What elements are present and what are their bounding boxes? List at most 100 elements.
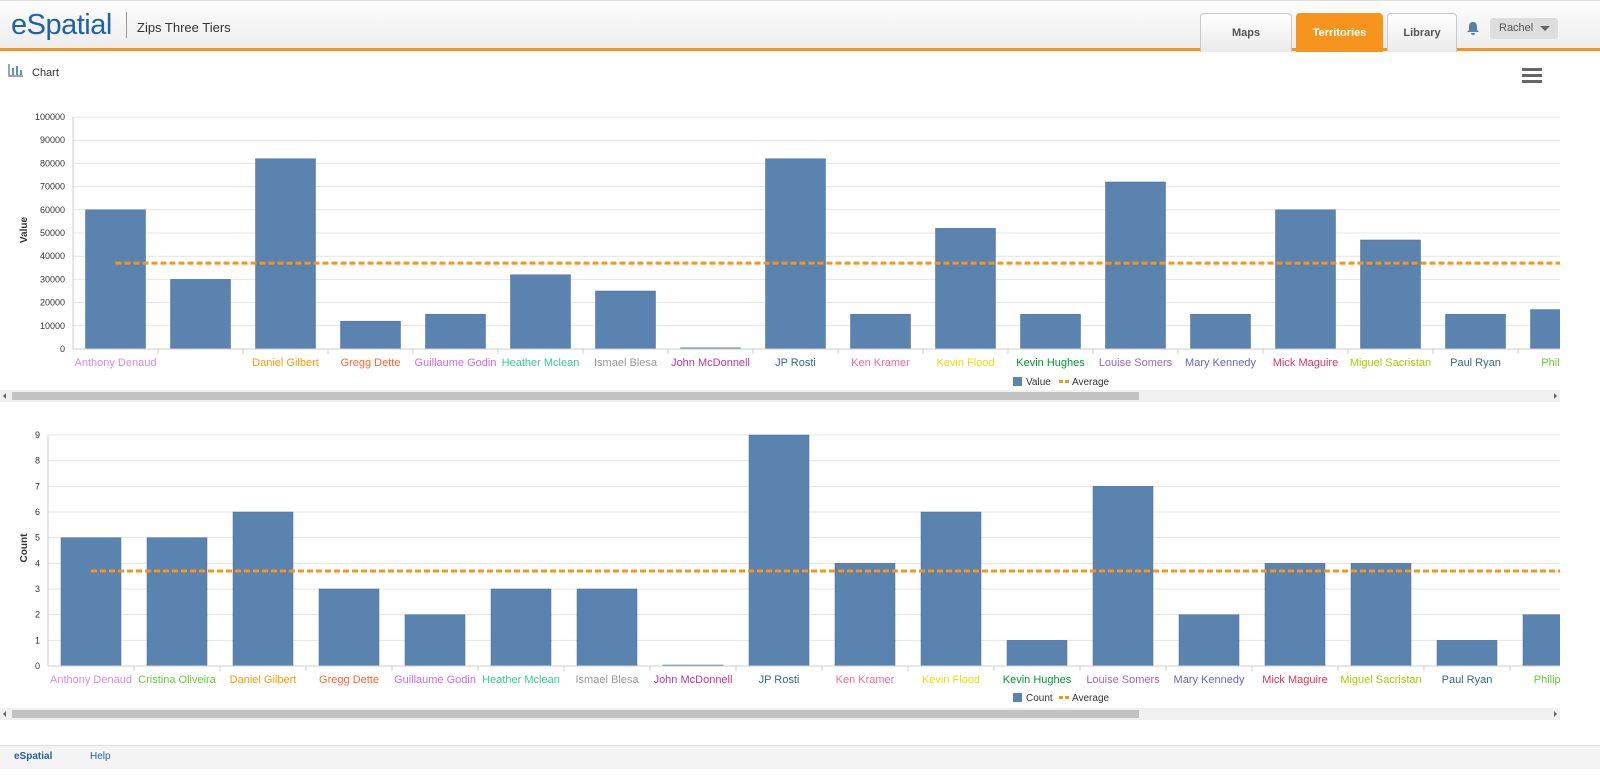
bar: [1264, 563, 1326, 667]
legend-swatch: [1013, 377, 1022, 386]
bar: [1020, 313, 1081, 350]
bar: [595, 290, 656, 350]
y-tick-label: 4: [35, 558, 40, 568]
y-tick-label: 8: [35, 456, 40, 466]
x-tick-label: Heather Mclean: [502, 357, 580, 369]
y-tick-label: 50000: [40, 228, 65, 238]
x-tick-label: Ismael Blesa: [594, 357, 658, 369]
bar: [1360, 239, 1421, 350]
x-tick-label: Louise Somers: [1086, 674, 1160, 686]
x-tick-label: Miguel Sacristan: [1350, 357, 1431, 369]
bar: [1190, 313, 1251, 350]
y-tick-label: 80000: [40, 158, 65, 168]
chart: 0 10000 20000 30000 40000 50000 60000 70000 8000…: [19, 112, 1560, 388]
x-tick-label: Daniel Gilbert: [252, 357, 319, 369]
bar: [920, 511, 982, 667]
bar: [1006, 640, 1068, 667]
bar: [340, 320, 401, 350]
legend-label: Count: [1026, 693, 1053, 704]
footer-link[interactable]: eSpatial: [14, 751, 53, 762]
y-tick-label: 70000: [40, 182, 65, 192]
x-tick-label: Philip O: [1534, 674, 1560, 686]
y-tick-label: 9: [35, 430, 40, 440]
y-tick-label: 2: [35, 610, 40, 620]
x-tick-label: Cristina Oliveira: [138, 674, 217, 686]
y-tick-label: 30000: [40, 274, 65, 284]
bar: [60, 537, 122, 667]
chart-icon: [8, 64, 23, 77]
x-tick-label: Mick Maguire: [1273, 357, 1338, 369]
bar: [1105, 181, 1166, 350]
x-tick-label: Ken Kramer: [851, 357, 910, 369]
x-tick-label: Heather Mclean: [482, 674, 560, 686]
y-tick-label: 6: [35, 507, 40, 517]
x-tick-label: Gregg Dette: [319, 674, 379, 686]
bar: [170, 279, 231, 350]
x-tick-label: John McDonnell: [654, 674, 733, 686]
y-axis-label: Count: [19, 533, 30, 563]
x-tick-label: Guillaume Godin: [394, 674, 476, 686]
x-tick-label: Mick Maguire: [1262, 674, 1327, 686]
footer: eSpatial Help: [0, 745, 1600, 769]
x-tick-label: Ken Kramer: [836, 674, 895, 686]
x-tick-label: Mary Kennedy: [1174, 674, 1245, 686]
bar: [1436, 640, 1498, 667]
legend-label: Average: [1072, 693, 1110, 704]
bar: [850, 313, 911, 350]
bar: [765, 158, 826, 350]
bar: [1092, 486, 1154, 667]
bar: [576, 588, 638, 667]
user-menu[interactable]: Rachel: [1490, 18, 1558, 39]
bar: [510, 274, 571, 350]
x-tick-label: Mary Kennedy: [1185, 357, 1256, 369]
y-tick-label: 0: [60, 344, 65, 354]
map-title: Zips Three Tiers: [137, 20, 231, 35]
x-tick-label: John McDonnell: [671, 357, 750, 369]
x-tick-label: Paul Ryan: [1450, 357, 1501, 369]
y-tick-label: 40000: [40, 251, 65, 261]
scrollbar[interactable]: [0, 390, 1560, 402]
x-tick-label: Kevin Hughes: [1003, 674, 1072, 686]
y-tick-label: 20000: [40, 298, 65, 308]
menu-button[interactable]: [1522, 68, 1542, 84]
x-tick-label: Anthony Denaud: [50, 674, 132, 686]
legend-label: Average: [1072, 377, 1110, 388]
y-tick-label: 60000: [40, 205, 65, 215]
x-tick-label: Daniel Gilbert: [230, 674, 297, 686]
y-tick-label: 5: [35, 533, 40, 543]
bar: [1275, 209, 1336, 350]
x-tick-label: Philip O: [1541, 357, 1560, 369]
bell-icon[interactable]: [1466, 21, 1480, 35]
separator: [126, 12, 127, 38]
bar: [318, 588, 380, 667]
chart: 0 1 2 3 4 5 6 7 8 9 Count Anthony Denaud Cristina Ol…: [19, 430, 1560, 704]
bar: [85, 209, 146, 350]
bar: [1530, 309, 1560, 350]
bar: [935, 228, 996, 350]
x-tick-label: Kevin Hughes: [1016, 357, 1085, 369]
x-tick-label: Louise Somers: [1099, 357, 1173, 369]
tab[interactable]: Maps: [1200, 13, 1292, 52]
tab[interactable]: Library: [1387, 13, 1457, 52]
y-tick-label: 100000: [35, 112, 65, 122]
bar: [748, 434, 810, 667]
bar: [425, 313, 486, 350]
scrollbar[interactable]: [0, 708, 1560, 720]
y-tick-label: 1: [35, 635, 40, 645]
panel-title: Chart: [32, 67, 59, 79]
bar: [146, 537, 208, 667]
x-tick-label: Guillaume Godin: [415, 357, 497, 369]
bar: [490, 588, 552, 667]
bar: [404, 614, 466, 667]
legend-label: Value: [1026, 377, 1051, 388]
y-axis-label: Value: [19, 217, 30, 244]
bar: [232, 511, 294, 667]
x-tick-label: Kevin Flood: [922, 674, 980, 686]
y-tick-label: 90000: [40, 135, 65, 145]
footer-link[interactable]: Help: [90, 751, 111, 762]
tab[interactable]: Territories: [1296, 13, 1383, 52]
legend-swatch: [1013, 693, 1022, 702]
x-tick-label: JP Rosti: [775, 357, 816, 369]
logo[interactable]: eSpatial: [11, 9, 112, 41]
bar: [1178, 614, 1240, 667]
